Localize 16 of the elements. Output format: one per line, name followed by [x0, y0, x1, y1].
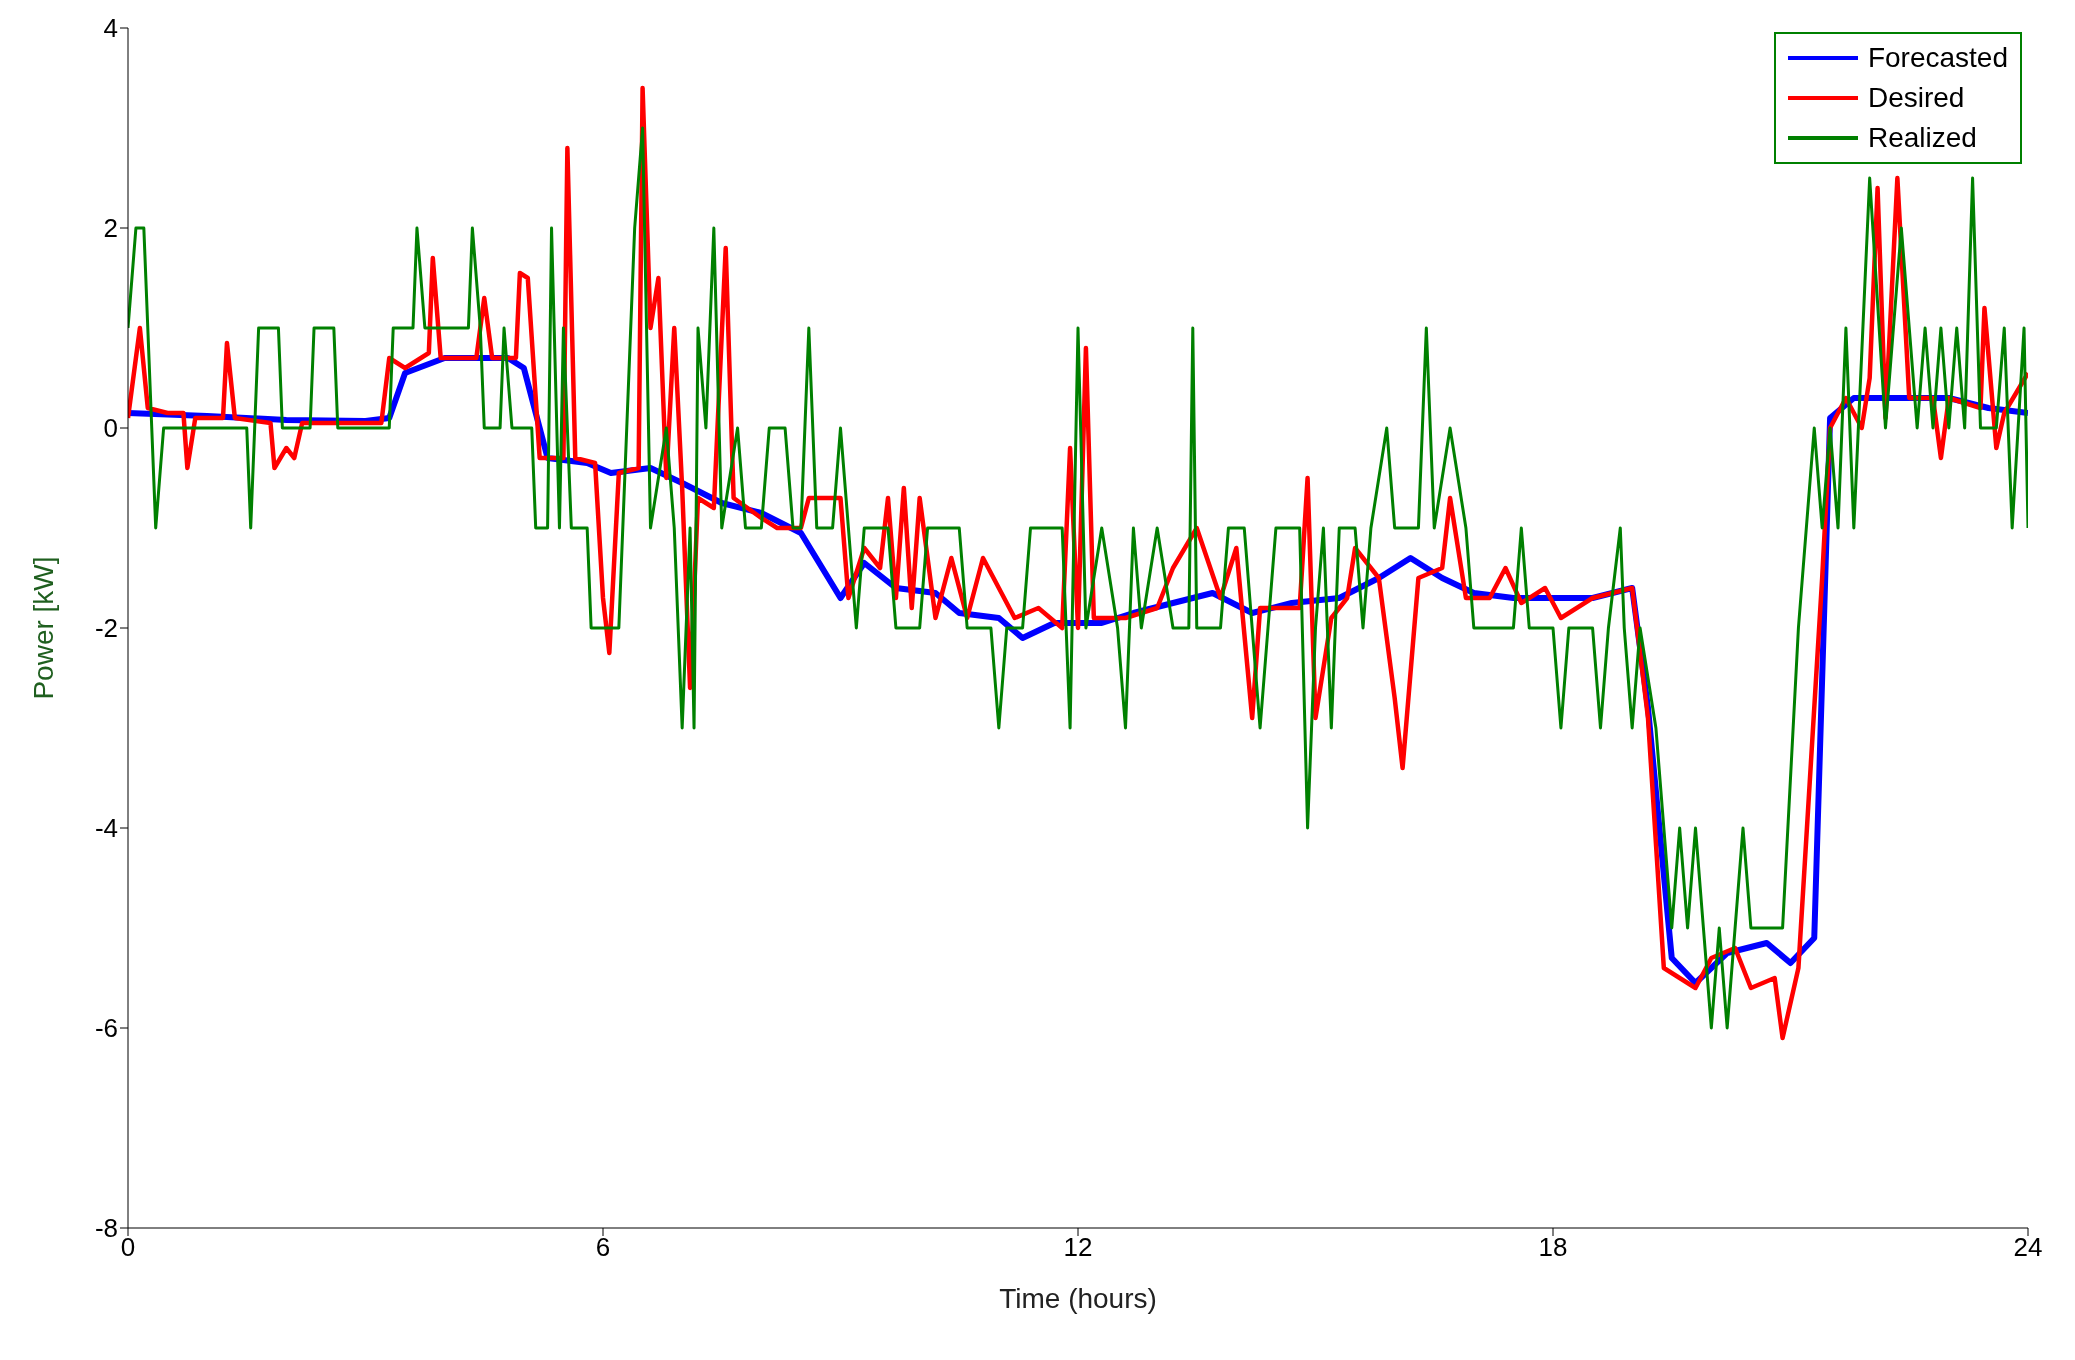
legend-label: Forecasted: [1867, 41, 2008, 75]
x-tick-label: 18: [1538, 1232, 1568, 1263]
y-tick-label: 4: [103, 13, 118, 44]
legend-label: Realized: [1867, 121, 1977, 155]
y-tick-label: 0: [103, 413, 118, 444]
y-tick-label: -6: [94, 1013, 118, 1044]
x-axis-title: Time (hours): [999, 1283, 1157, 1314]
legend-label: Desired: [1867, 81, 1965, 115]
x-tick-label: 6: [595, 1232, 611, 1263]
x-tick-label: 24: [2013, 1232, 2043, 1263]
y-axis-title: Power [kW]: [27, 556, 59, 700]
y-tick-label: -8: [94, 1213, 118, 1244]
y-tick-label: -4: [94, 813, 118, 844]
x-tick-label: 12: [1063, 1232, 1093, 1263]
y-tick-label: 2: [103, 213, 118, 244]
y-tick-label: -2: [94, 613, 118, 644]
